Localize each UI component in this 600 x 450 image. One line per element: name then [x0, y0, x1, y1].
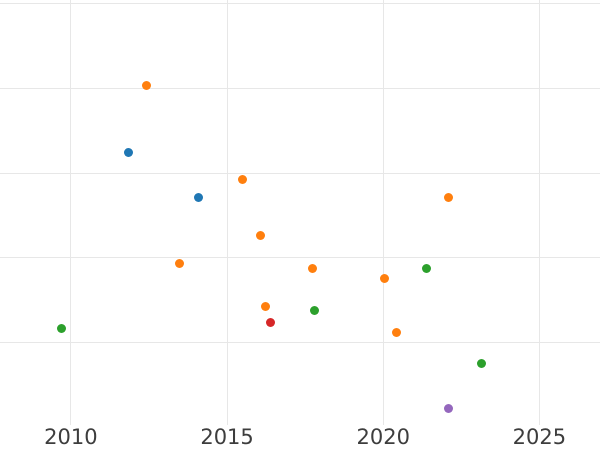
data-point-purple: [444, 404, 454, 414]
x-gridline: [382, 0, 384, 425]
x-gridline: [226, 0, 228, 425]
data-point-green: [421, 263, 431, 273]
y-gridline: [0, 2, 600, 4]
y-gridline: [0, 87, 600, 89]
data-point-orange: [175, 259, 185, 269]
data-point-orange: [308, 263, 318, 273]
data-point-green: [310, 305, 320, 315]
data-point-orange: [142, 81, 152, 91]
x-tick-label: 2010: [44, 425, 98, 449]
y-gridline: [0, 172, 600, 174]
data-point-orange: [256, 231, 266, 241]
data-point-blue: [124, 148, 134, 158]
x-gridline: [70, 0, 72, 425]
data-point-red: [266, 317, 276, 327]
y-gridline: [0, 257, 600, 259]
data-point-green: [477, 359, 487, 369]
data-point-blue: [194, 193, 204, 203]
y-gridline: [0, 342, 600, 344]
data-point-green: [57, 323, 67, 333]
data-point-orange: [380, 273, 390, 283]
x-gridline: [538, 0, 540, 425]
x-tick-label: 2020: [356, 425, 410, 449]
x-tick-label: 2015: [200, 425, 254, 449]
data-point-orange: [444, 193, 454, 203]
x-tick-label: 2025: [512, 425, 567, 449]
data-point-orange: [261, 301, 271, 311]
data-point-orange: [392, 328, 402, 338]
data-point-orange: [237, 175, 247, 185]
